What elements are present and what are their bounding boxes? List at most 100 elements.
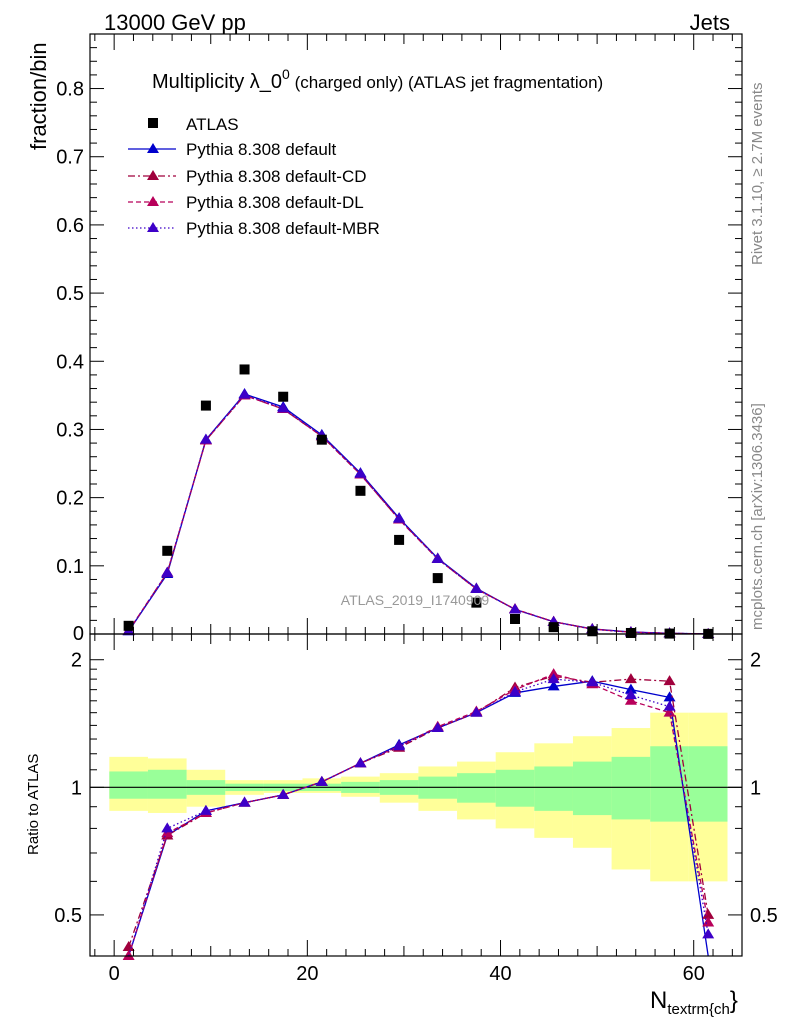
ratio-point xyxy=(663,700,676,711)
atlas-data-point xyxy=(394,534,405,545)
atlas-data-point xyxy=(471,597,482,608)
atlas-data-point xyxy=(123,620,134,631)
atlas-data-point xyxy=(587,626,598,637)
ratio-plot-frame xyxy=(89,633,743,957)
band-green-bin xyxy=(572,761,612,816)
band-green-bin xyxy=(688,746,728,822)
ratio-series-line xyxy=(128,680,709,957)
atlas-data-point xyxy=(355,485,366,496)
ratio-series-line xyxy=(128,673,709,957)
header-right: Jets xyxy=(690,10,730,35)
mc-point xyxy=(161,566,174,577)
x-tick-label: 20 xyxy=(296,963,318,985)
legend-marker-atlas xyxy=(148,118,158,128)
mc-point xyxy=(199,433,212,444)
ratio-y-tick-label-right: 0.5 xyxy=(750,905,778,927)
y-axis-label: fraction/bin xyxy=(26,42,51,150)
ratio-point xyxy=(624,694,637,705)
ratio-point xyxy=(663,706,676,717)
legend-marker-dl xyxy=(147,196,159,206)
legend-marker-cd xyxy=(147,170,159,180)
atlas-data-point xyxy=(625,627,636,638)
ratio-y-tick-label-right: 2 xyxy=(750,650,761,672)
ratio-lines-layer xyxy=(122,668,715,960)
ratio-y-tick-label-right: 1 xyxy=(750,777,761,799)
y-tick-label: 0.5 xyxy=(56,283,84,305)
x-tick-label: 60 xyxy=(683,963,705,985)
ratio-point xyxy=(663,691,676,702)
mc-point xyxy=(509,603,522,614)
legend-label-default: Pythia 8.308 default xyxy=(186,140,337,159)
ratio-point xyxy=(586,676,599,687)
ratio-point xyxy=(470,706,483,717)
ratio-point xyxy=(702,928,715,939)
atlas-data-point xyxy=(239,364,250,375)
ratio-point xyxy=(161,822,174,833)
atlas-data-point xyxy=(162,545,173,556)
y-tick-label: 0.3 xyxy=(56,419,84,441)
ratio-point xyxy=(354,757,367,768)
legend-label-atlas: ATLAS xyxy=(186,115,239,134)
mc-point xyxy=(238,388,251,399)
y-tick-label: 0.6 xyxy=(56,215,84,237)
band-green-bin xyxy=(495,769,535,807)
band-green-bin xyxy=(109,771,148,799)
mc-point xyxy=(277,402,290,413)
ratio-y-tick-label: 0.5 xyxy=(54,905,82,927)
y-tick-label: 0.7 xyxy=(56,147,84,169)
ratio-point xyxy=(624,673,637,684)
band-green-bin xyxy=(534,766,573,811)
band-green-bin xyxy=(611,756,651,820)
y-tick-label: 0 xyxy=(73,623,84,645)
main-lines-layer xyxy=(122,364,715,639)
atlas-data-point xyxy=(278,391,289,402)
ratio-point xyxy=(238,796,251,807)
chart-title: Multiplicity λ_00 (charged only) (ATLAS … xyxy=(152,66,603,93)
atlas-data-point xyxy=(432,573,443,584)
mc-point xyxy=(393,512,406,523)
ratio-point xyxy=(624,689,637,700)
mc-point xyxy=(431,553,444,563)
legend-label-cd: Pythia 8.308 default-CD xyxy=(186,167,367,186)
y-tick-label: 0.2 xyxy=(56,488,84,510)
legend-marker-default xyxy=(147,143,159,153)
ratio-point xyxy=(547,673,560,684)
ratio-y-tick-label: 1 xyxy=(71,777,82,799)
ratio-point xyxy=(547,668,560,679)
header-left: 13000 GeV pp xyxy=(104,10,246,35)
ratio-point xyxy=(431,722,444,733)
ratio-series-line xyxy=(128,678,709,957)
ratio-point xyxy=(393,740,406,751)
ratio-point xyxy=(277,788,290,799)
atlas-data-point xyxy=(510,614,521,624)
y-tick-label: 0.1 xyxy=(56,556,84,578)
mc-point xyxy=(354,467,367,478)
legend-marker-mbr xyxy=(147,222,159,232)
atlas-data-point xyxy=(548,622,559,633)
analysis-watermark: ATLAS_2019_I1740909 xyxy=(341,592,490,608)
mc-point xyxy=(470,583,483,593)
ratio-point xyxy=(199,804,212,815)
y-tick-label: 0.8 xyxy=(56,79,84,101)
x-tick-label: 40 xyxy=(489,963,511,985)
band-green-bin xyxy=(147,769,187,799)
y-tick-label: 0.4 xyxy=(56,351,84,373)
ratio-point xyxy=(315,775,328,786)
atlas-data-point xyxy=(316,434,327,445)
legend: ATLAS Pythia 8.308 default Pythia 8.308 … xyxy=(128,115,380,238)
axes-layer: 0.1 0.2 0.3 0.4 0.5 0.6 0.7 0.8 0 0 20 40 60 0.5 0.5 1 1… xyxy=(54,34,778,985)
rivet-version-label: Rivet 3.1.10, ≥ 2.7M events xyxy=(749,83,766,266)
ratio-y-axis-label: Ratio to ATLAS xyxy=(25,754,42,855)
legend-label-mbr: Pythia 8.308 default-MBR xyxy=(186,219,380,238)
ratio-point xyxy=(702,916,715,927)
x-axis-label: Ntextrm{ch} xyxy=(650,987,738,1018)
atlas-data-point xyxy=(200,400,211,411)
mc-series-line xyxy=(128,393,709,635)
ratio-point xyxy=(702,908,715,919)
ratio-y-tick-label: 2 xyxy=(71,650,82,672)
ratio-point xyxy=(663,675,676,686)
mcplots-label: mcplots.cern.ch [arXiv:1306.3436] xyxy=(749,403,766,630)
ratio-point xyxy=(509,685,522,696)
legend-label-dl: Pythia 8.308 default-DL xyxy=(186,193,364,212)
